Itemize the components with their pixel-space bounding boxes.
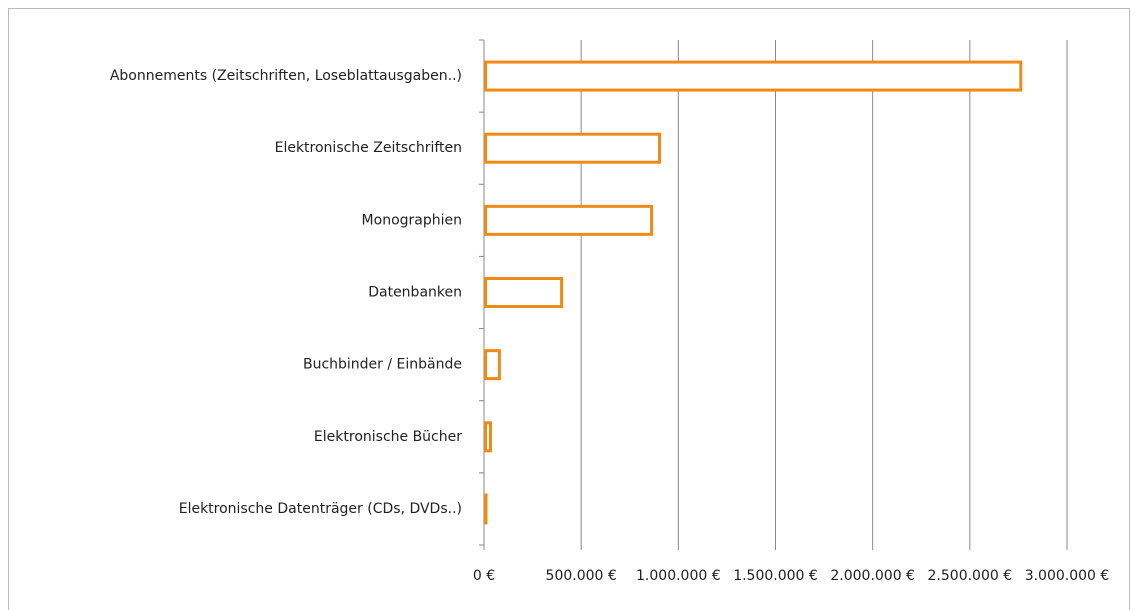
bar bbox=[484, 349, 501, 381]
y-tick-label: Monographien bbox=[362, 212, 462, 228]
bar bbox=[484, 277, 564, 308]
bar bbox=[484, 60, 1023, 92]
x-tick-label: 3.000.000 € bbox=[1025, 568, 1110, 584]
x-tick-label: 1.500.000 € bbox=[733, 568, 818, 584]
x-tick-label: 1.000.000 € bbox=[636, 568, 721, 584]
x-tick-label: 500.000 € bbox=[546, 568, 617, 584]
chart-border bbox=[8, 8, 1130, 610]
y-tick-label: Abonnements (Zeitschriften, Loseblattaus… bbox=[110, 68, 462, 84]
bar bbox=[484, 204, 654, 236]
y-tick-label: Buchbinder / Einbände bbox=[303, 357, 462, 373]
bar bbox=[484, 493, 488, 525]
x-tick-label: 2.000.000 € bbox=[830, 568, 915, 584]
x-tick-label: 0 € bbox=[473, 568, 495, 584]
y-tick-label: Elektronische Datenträger (CDs, DVDs..) bbox=[179, 501, 462, 517]
y-tick-label: Datenbanken bbox=[368, 285, 462, 301]
bar bbox=[484, 132, 662, 164]
bar bbox=[484, 421, 492, 453]
y-tick-label: Elektronische Bücher bbox=[314, 429, 462, 445]
x-tick-label: 2.500.000 € bbox=[928, 568, 1013, 584]
y-tick-label: Elektronische Zeitschriften bbox=[275, 140, 462, 156]
